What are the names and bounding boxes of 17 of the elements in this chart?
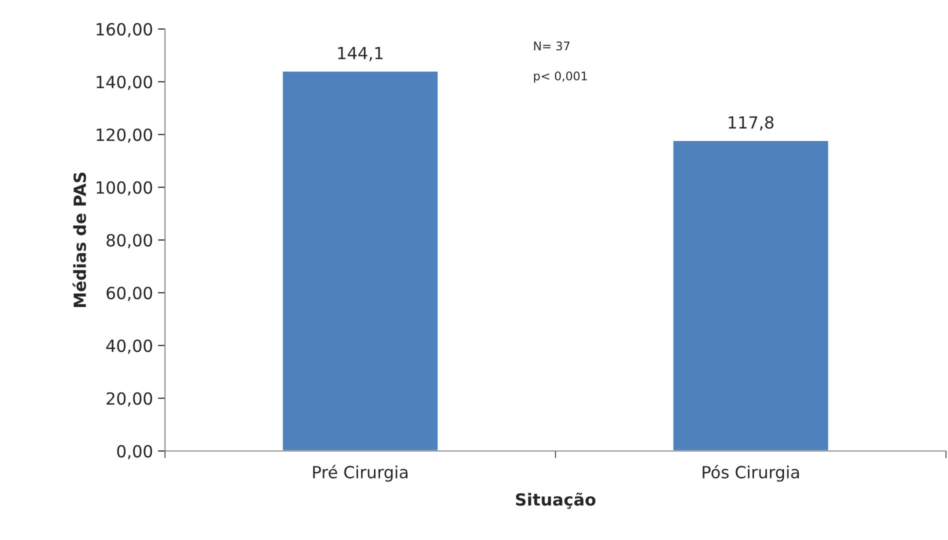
- y-tick-label: 80,00: [106, 234, 152, 248]
- x-tick-label: Pré Cirurgia: [313, 464, 408, 482]
- x-tick-label: Pós Cirurgia: [702, 464, 799, 482]
- y-tick-label: 40,00: [106, 339, 152, 354]
- y-tick-label: 160,00: [96, 22, 152, 38]
- y-tick-label: 120,00: [96, 128, 152, 143]
- annotation: p< 0,001: [534, 71, 587, 83]
- y-tick-label: 60,00: [106, 286, 152, 302]
- y-tick-label: 20,00: [106, 392, 152, 407]
- y-axis-title: Médias de PAS: [72, 172, 86, 308]
- y-tick-label: 100,00: [96, 181, 152, 196]
- y-tick-label: 0,00: [117, 444, 152, 460]
- annotation: N= 37: [534, 41, 570, 50]
- data-label: 144,1: [338, 46, 383, 62]
- x-axis-title: Situação: [516, 492, 596, 509]
- y-tick-label: 140,00: [96, 76, 152, 90]
- data-label: 117,8: [728, 116, 774, 130]
